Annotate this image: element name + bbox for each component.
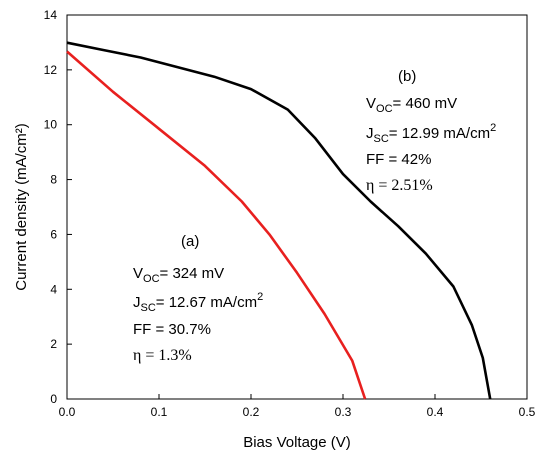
- annotation-b-tag: (b): [398, 68, 416, 85]
- annotation-b-eta: η = 2.51%: [366, 177, 433, 194]
- series-line-b: [66, 41, 492, 400]
- annotation-a-eta: η = 1.3%: [133, 347, 192, 364]
- x-axis-label: Bias Voltage (V): [243, 434, 351, 451]
- annotation-a: (a) VOC= 324 mV JSC= 12.67 mA/cm2 FF = 3…: [133, 233, 263, 364]
- annotation-a-jsc: JSC= 12.67 mA/cm2: [133, 291, 263, 314]
- series-line-a: [66, 50, 367, 400]
- annotation-b: (b) VOC= 460 mV JSC= 12.99 mA/cm2 FF = 4…: [366, 68, 496, 194]
- annotation-b-voc: VOC= 460 mV: [366, 95, 457, 115]
- x-tick-label: 0.0: [59, 405, 76, 419]
- y-tick-label: 6: [50, 227, 57, 241]
- y-tick-label: 14: [44, 8, 58, 22]
- annotation-a-ff: FF = 30.7%: [133, 321, 211, 338]
- y-tick-label: 0: [50, 392, 57, 406]
- x-axis-ticks: 0.0 0.1 0.2 0.3 0.4 0.5: [59, 394, 536, 419]
- plot-frame: [66, 14, 528, 400]
- annotation-a-tag: (a): [181, 233, 199, 250]
- y-tick-label: 4: [50, 282, 57, 296]
- y-tick-label: 10: [44, 118, 58, 132]
- annotation-a-voc: VOC= 324 mV: [133, 265, 224, 285]
- plot-area: [66, 14, 528, 400]
- x-tick-label: 0.5: [519, 405, 536, 419]
- y-axis-ticks: 0 2 4 6 8 10 12 14: [44, 8, 72, 406]
- x-tick-label: 0.4: [427, 405, 444, 419]
- x-tick-label: 0.3: [335, 405, 352, 419]
- annotation-b-ff: FF = 42%: [366, 151, 431, 168]
- y-tick-label: 8: [50, 173, 57, 187]
- y-tick-label: 12: [44, 63, 58, 77]
- y-tick-label: 2: [50, 337, 57, 351]
- annotation-b-jsc: JSC= 12.99 mA/cm2: [366, 122, 496, 145]
- y-axis-label: Current density (mA/cm²): [13, 123, 30, 291]
- x-tick-label: 0.1: [151, 405, 168, 419]
- x-tick-label: 0.2: [243, 405, 260, 419]
